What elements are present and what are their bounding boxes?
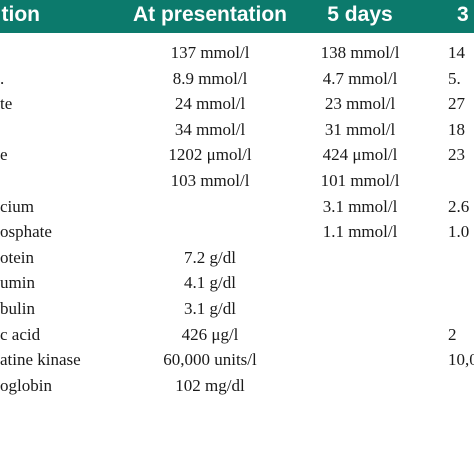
table-cell: 10,0 [448,350,474,370]
table-cell: 1.1 mmol/l [322,222,398,242]
table-row: umin 4.1 g/dl [0,270,474,296]
table-cell: 4.7 mmol/l [322,68,398,88]
row-label: c acid [0,324,41,344]
table-cell: 24 mmol/l [174,94,246,114]
table-cell: 34 mmol/l [174,119,246,139]
table-header: tion At presentation 5 days 3 [0,0,474,32]
table-row: osphate 1.1 mmol/l 1.0 [0,219,474,245]
table-cell: 102 mg/dl [175,375,245,395]
table-cell: 424 μmol/l [322,145,398,165]
row-label: osphate [0,222,52,242]
table-cell: 23 [448,145,465,165]
table-cell: 23 mmol/l [324,94,396,114]
table-cell: 4.1 g/dl [184,273,236,293]
table-cell: 103 mmol/l [170,171,250,190]
table-cell: 31 mmol/l [324,119,396,139]
table-cell: 14 [448,43,465,62]
table-cell: 27 [448,94,465,114]
table-row: c acid 426 μg/l 2 [0,322,474,348]
table-cell: 137 mmol/l [170,43,250,62]
table-cell: 60,000 units/l [163,350,257,370]
table-cell: 18 [448,119,465,139]
table-cell: 8.9 mmol/l [172,68,248,88]
header-col-5-days: 5 days [327,3,393,26]
row-label: bulin [0,299,35,318]
header-col-at-presentation: At presentation [132,3,287,26]
table-row: cium 3.1 mmol/l 2.6 [0,194,474,220]
row-label: otein [0,247,34,267]
table-row: atine kinase 60,000 units/l 10,0 [0,347,474,373]
header-col-3: 3 [457,3,469,26]
table-cell: 2.6 [448,196,470,216]
row-label: te [0,94,13,114]
table-cell: 1.0 [448,222,470,242]
table-row: . 8.9 mmol/l 4.7 mmol/l 5. [0,66,474,92]
table-cell: 1202 μmol/l [168,145,252,165]
table-cell: 5. [448,68,461,88]
table-row: bulin 3.1 g/dl [0,296,474,322]
table-row: oglobin 102 mg/dl [0,373,474,399]
table-row: e 1202 μmol/l 424 μmol/l 23 [0,142,474,168]
table-cell: 3.1 g/dl [184,299,236,318]
header-col-0: tion [1,3,40,26]
table-cell: 3.1 mmol/l [322,196,398,216]
table-cell: 7.2 g/dl [184,247,236,267]
table-row: te 24 mmol/l 23 mmol/l 27 [0,91,474,117]
row-label: oglobin [0,375,52,395]
table-cell: 101 mmol/l [320,171,400,190]
table-cell: 426 μg/l [181,324,239,344]
table-cell: 138 mmol/l [320,43,400,62]
row-label: . [0,68,5,88]
row-label: atine kinase [0,350,81,370]
row-label: umin [0,273,35,293]
row-label: e [0,145,8,165]
table-row: otein 7.2 g/dl [0,245,474,271]
table-row: 103 mmol/l 101 mmol/l [0,168,474,194]
table-cell: 2 [448,324,457,344]
header-rule [0,32,474,33]
row-label: cium [0,196,34,216]
table-row: 34 mmol/l 31 mmol/l 18 [0,117,474,143]
table-row: 137 mmol/l 138 mmol/l 14 [0,40,474,66]
